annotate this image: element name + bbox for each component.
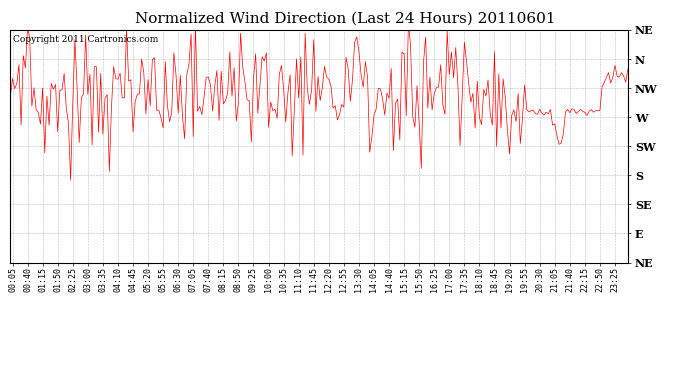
Text: Copyright 2011 Cartronics.com: Copyright 2011 Cartronics.com: [13, 34, 159, 44]
Text: Normalized Wind Direction (Last 24 Hours) 20110601: Normalized Wind Direction (Last 24 Hours…: [135, 11, 555, 25]
